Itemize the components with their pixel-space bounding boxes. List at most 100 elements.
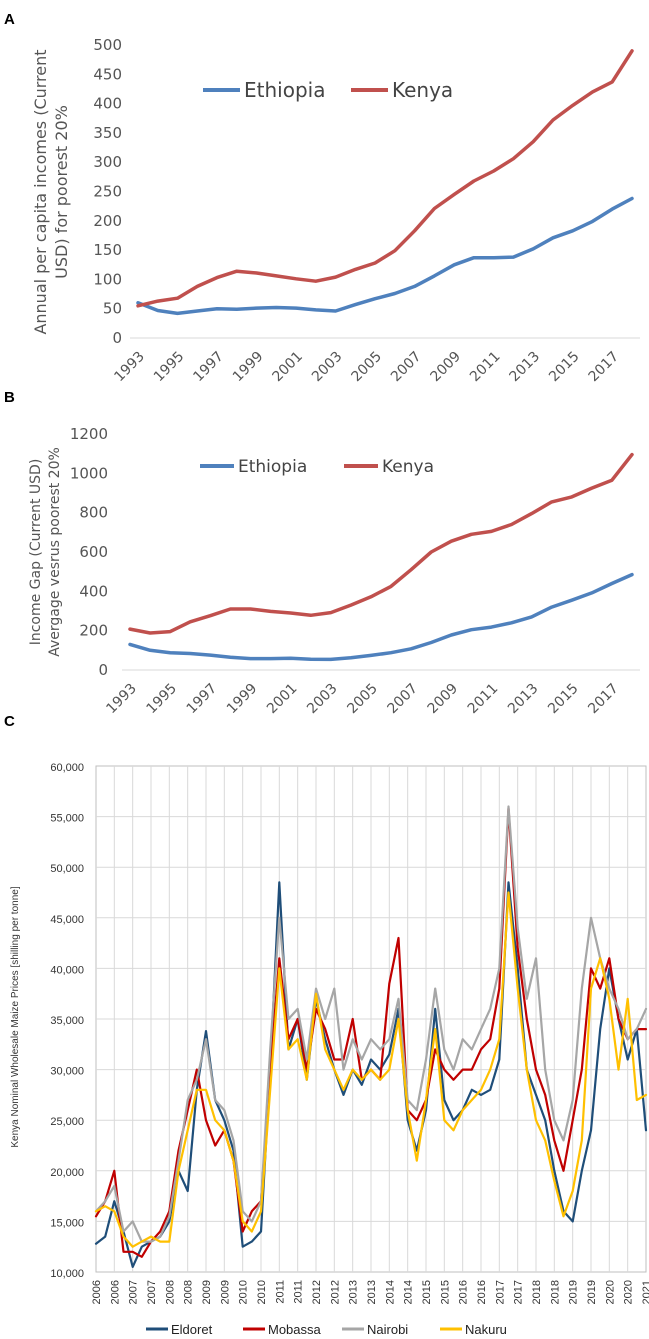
panel-a-ytick-label: 500 [93, 36, 122, 54]
legend-label-ethiopia: Ethiopia [244, 78, 325, 102]
panel-b-xtick-label: 1995 [144, 681, 181, 718]
panel-c-xtick-label: 2019 [586, 1280, 598, 1304]
panel-c-xtick-label: 2015 [439, 1280, 451, 1304]
panel-a-xtick-label: 2007 [388, 349, 425, 386]
panel-a-xtick-label: 1999 [230, 349, 267, 386]
panel-c-xtick-label: 2020 [623, 1280, 635, 1304]
panel-a-xtick-label: 2015 [546, 349, 583, 386]
panel-b-xtick-label: 1993 [103, 681, 140, 718]
panel-c-xtick-label: 2008 [183, 1280, 195, 1304]
panel-a: A Annual per capita incomes (Current USD… [4, 11, 640, 385]
legend-label-kenya: Kenya [382, 457, 434, 477]
panel-c-ytick-label: 15,000 [50, 1217, 84, 1229]
panel-c-xtick-label: 2012 [329, 1280, 341, 1304]
panel-c-xtick-label: 2006 [91, 1280, 103, 1304]
panel-a-series-line-ethiopia [136, 196, 634, 316]
panel-c-xtick-label: 2015 [421, 1280, 433, 1304]
panel-a-ylabel-line1: Annual per capita incomes (Current [31, 49, 50, 334]
panel-a-ytick-label: 0 [112, 329, 122, 347]
panel-c: C Kenya Nominal Wholesale Maize Prices [… [4, 713, 649, 1337]
panel-c-xtick-label: 2016 [458, 1280, 470, 1304]
panel-b-ytick-label: 600 [79, 543, 108, 561]
panel-b-xtick-label: 2015 [545, 681, 582, 718]
panel-b-xtick-label: 2017 [585, 681, 622, 718]
panel-a-xtick-label: 1997 [190, 349, 227, 386]
panel-b-ylabel-line1: Income Gap (Current USD) [28, 459, 44, 646]
panel-c-xtick-label: 2014 [384, 1280, 396, 1304]
panel-c-xtick-label: 2010 [238, 1280, 250, 1304]
panel-a-xtick-label: 1993 [111, 349, 148, 386]
panel-c-ylabel-wrap: Kenya Nominal Wholesale Maize Prices [sh… [10, 886, 21, 1147]
panel-b-ytick-label: 1200 [70, 425, 108, 443]
panel-a-ylabel-line2: USD) for poorest 20% [52, 105, 71, 279]
panel-c-ytick-label: 45,000 [50, 914, 84, 926]
panel-a-xtick-label: 2005 [349, 349, 386, 386]
panel-a-xtick-label: 2003 [309, 349, 346, 386]
panel-c-series-line-eldoret [94, 881, 648, 1268]
panel-c-xtick-label: 2013 [348, 1280, 360, 1304]
panel-c-xtick-label: 2007 [128, 1280, 140, 1304]
panel-c-xtick-label: 2006 [109, 1280, 121, 1304]
panel-c-series-line-nairobi [94, 805, 648, 1243]
panel-c-xtick-label: 2017 [494, 1280, 506, 1304]
legend-label-mobassa: Mobassa [268, 1322, 322, 1337]
panel-c-ytick-label: 40,000 [50, 964, 84, 976]
panel-c-xtick-label: 2011 [293, 1280, 305, 1304]
panel-a-ytick-label: 150 [93, 241, 122, 259]
panel-c-gridlines [96, 766, 646, 1272]
panel-b-ylabel-line2: Avergage vesrus poorest 20% [47, 447, 63, 657]
panel-b-xtick-label: 2003 [304, 681, 341, 718]
panel-b-ylabel: Income Gap (Current USD) Avergage vesrus… [28, 447, 63, 657]
panel-b-xtick-label: 2005 [344, 681, 381, 718]
panel-c-ylabel: Kenya Nominal Wholesale Maize Prices [sh… [10, 886, 21, 1147]
panel-a-xtick-label: 2009 [428, 349, 465, 386]
panel-b-ytick-label: 0 [98, 661, 108, 679]
panel-a-y-ticks: 0 50 100 150 200 250 300 350 400 450 500 [93, 36, 122, 347]
panel-b-ytick-label: 200 [79, 622, 108, 640]
panel-a-ytick-label: 300 [93, 153, 122, 171]
panel-a-letter: A [4, 11, 15, 28]
legend-label-kenya: Kenya [392, 78, 453, 102]
panel-b-series-line-ethiopia [128, 572, 634, 662]
panel-a-ytick-label: 400 [93, 95, 122, 113]
panel-c-letter: C [4, 713, 15, 730]
legend-label-ethiopia: Ethiopia [238, 457, 307, 477]
panel-a-xtick-label: 2011 [467, 349, 504, 386]
panel-c-xtick-label: 2009 [201, 1280, 213, 1304]
panel-b-xtick-label: 2011 [465, 681, 502, 718]
legend-label-nairobi: Nairobi [367, 1322, 408, 1337]
panel-a-series [136, 49, 634, 316]
panel-c-xtick-label: 2012 [311, 1280, 323, 1304]
panel-c-ytick-label: 55,000 [50, 813, 84, 825]
panel-c-xtick-label: 2009 [219, 1280, 231, 1304]
panel-c-ytick-label: 25,000 [50, 1116, 84, 1128]
panel-c-xtick-label: 2011 [274, 1280, 286, 1304]
panel-a-xtick-label: 2001 [269, 349, 306, 386]
panel-a-xtick-label: 2017 [586, 349, 623, 386]
panel-c-xtick-label: 2007 [146, 1280, 158, 1304]
panel-a-xtick-label: 1995 [151, 349, 188, 386]
panel-b-ytick-label: 400 [79, 582, 108, 600]
panel-b-xtick-label: 1999 [224, 681, 261, 718]
panel-c-xtick-label: 2019 [568, 1280, 580, 1304]
panel-c-xtick-label: 2010 [256, 1280, 268, 1304]
panel-c-xtick-label: 2021 [641, 1280, 649, 1304]
panel-a-ytick-label: 250 [93, 183, 122, 201]
panel-c-y-ticks: 10,000 15,000 20,000 25,000 30,000 35,000 40,0… [50, 762, 84, 1280]
panel-c-xtick-label: 2017 [513, 1280, 525, 1304]
panel-c-series-line-nakuru [94, 891, 648, 1248]
panel-c-xtick-label: 2016 [476, 1280, 488, 1304]
panel-a-ytick-label: 100 [93, 270, 122, 288]
panel-b-xtick-label: 2001 [264, 681, 301, 718]
panel-c-ytick-label: 10,000 [50, 1268, 84, 1280]
panel-b-xtick-label: 2013 [505, 681, 542, 718]
panel-a-ytick-label: 200 [93, 212, 122, 230]
panel-c-xtick-label: 2018 [549, 1280, 561, 1304]
panel-c-ytick-label: 20,000 [50, 1167, 84, 1179]
panel-a-x-ticks: 1993 1995 1997 1999 2001 2003 2005 2007 2009 2011… [111, 349, 622, 386]
panel-c-ytick-label: 60,000 [50, 762, 84, 774]
panel-a-xtick-label: 2013 [507, 349, 544, 386]
panel-c-ytick-label: 30,000 [50, 1066, 84, 1078]
panel-c-xtick-label: 2020 [604, 1280, 616, 1304]
